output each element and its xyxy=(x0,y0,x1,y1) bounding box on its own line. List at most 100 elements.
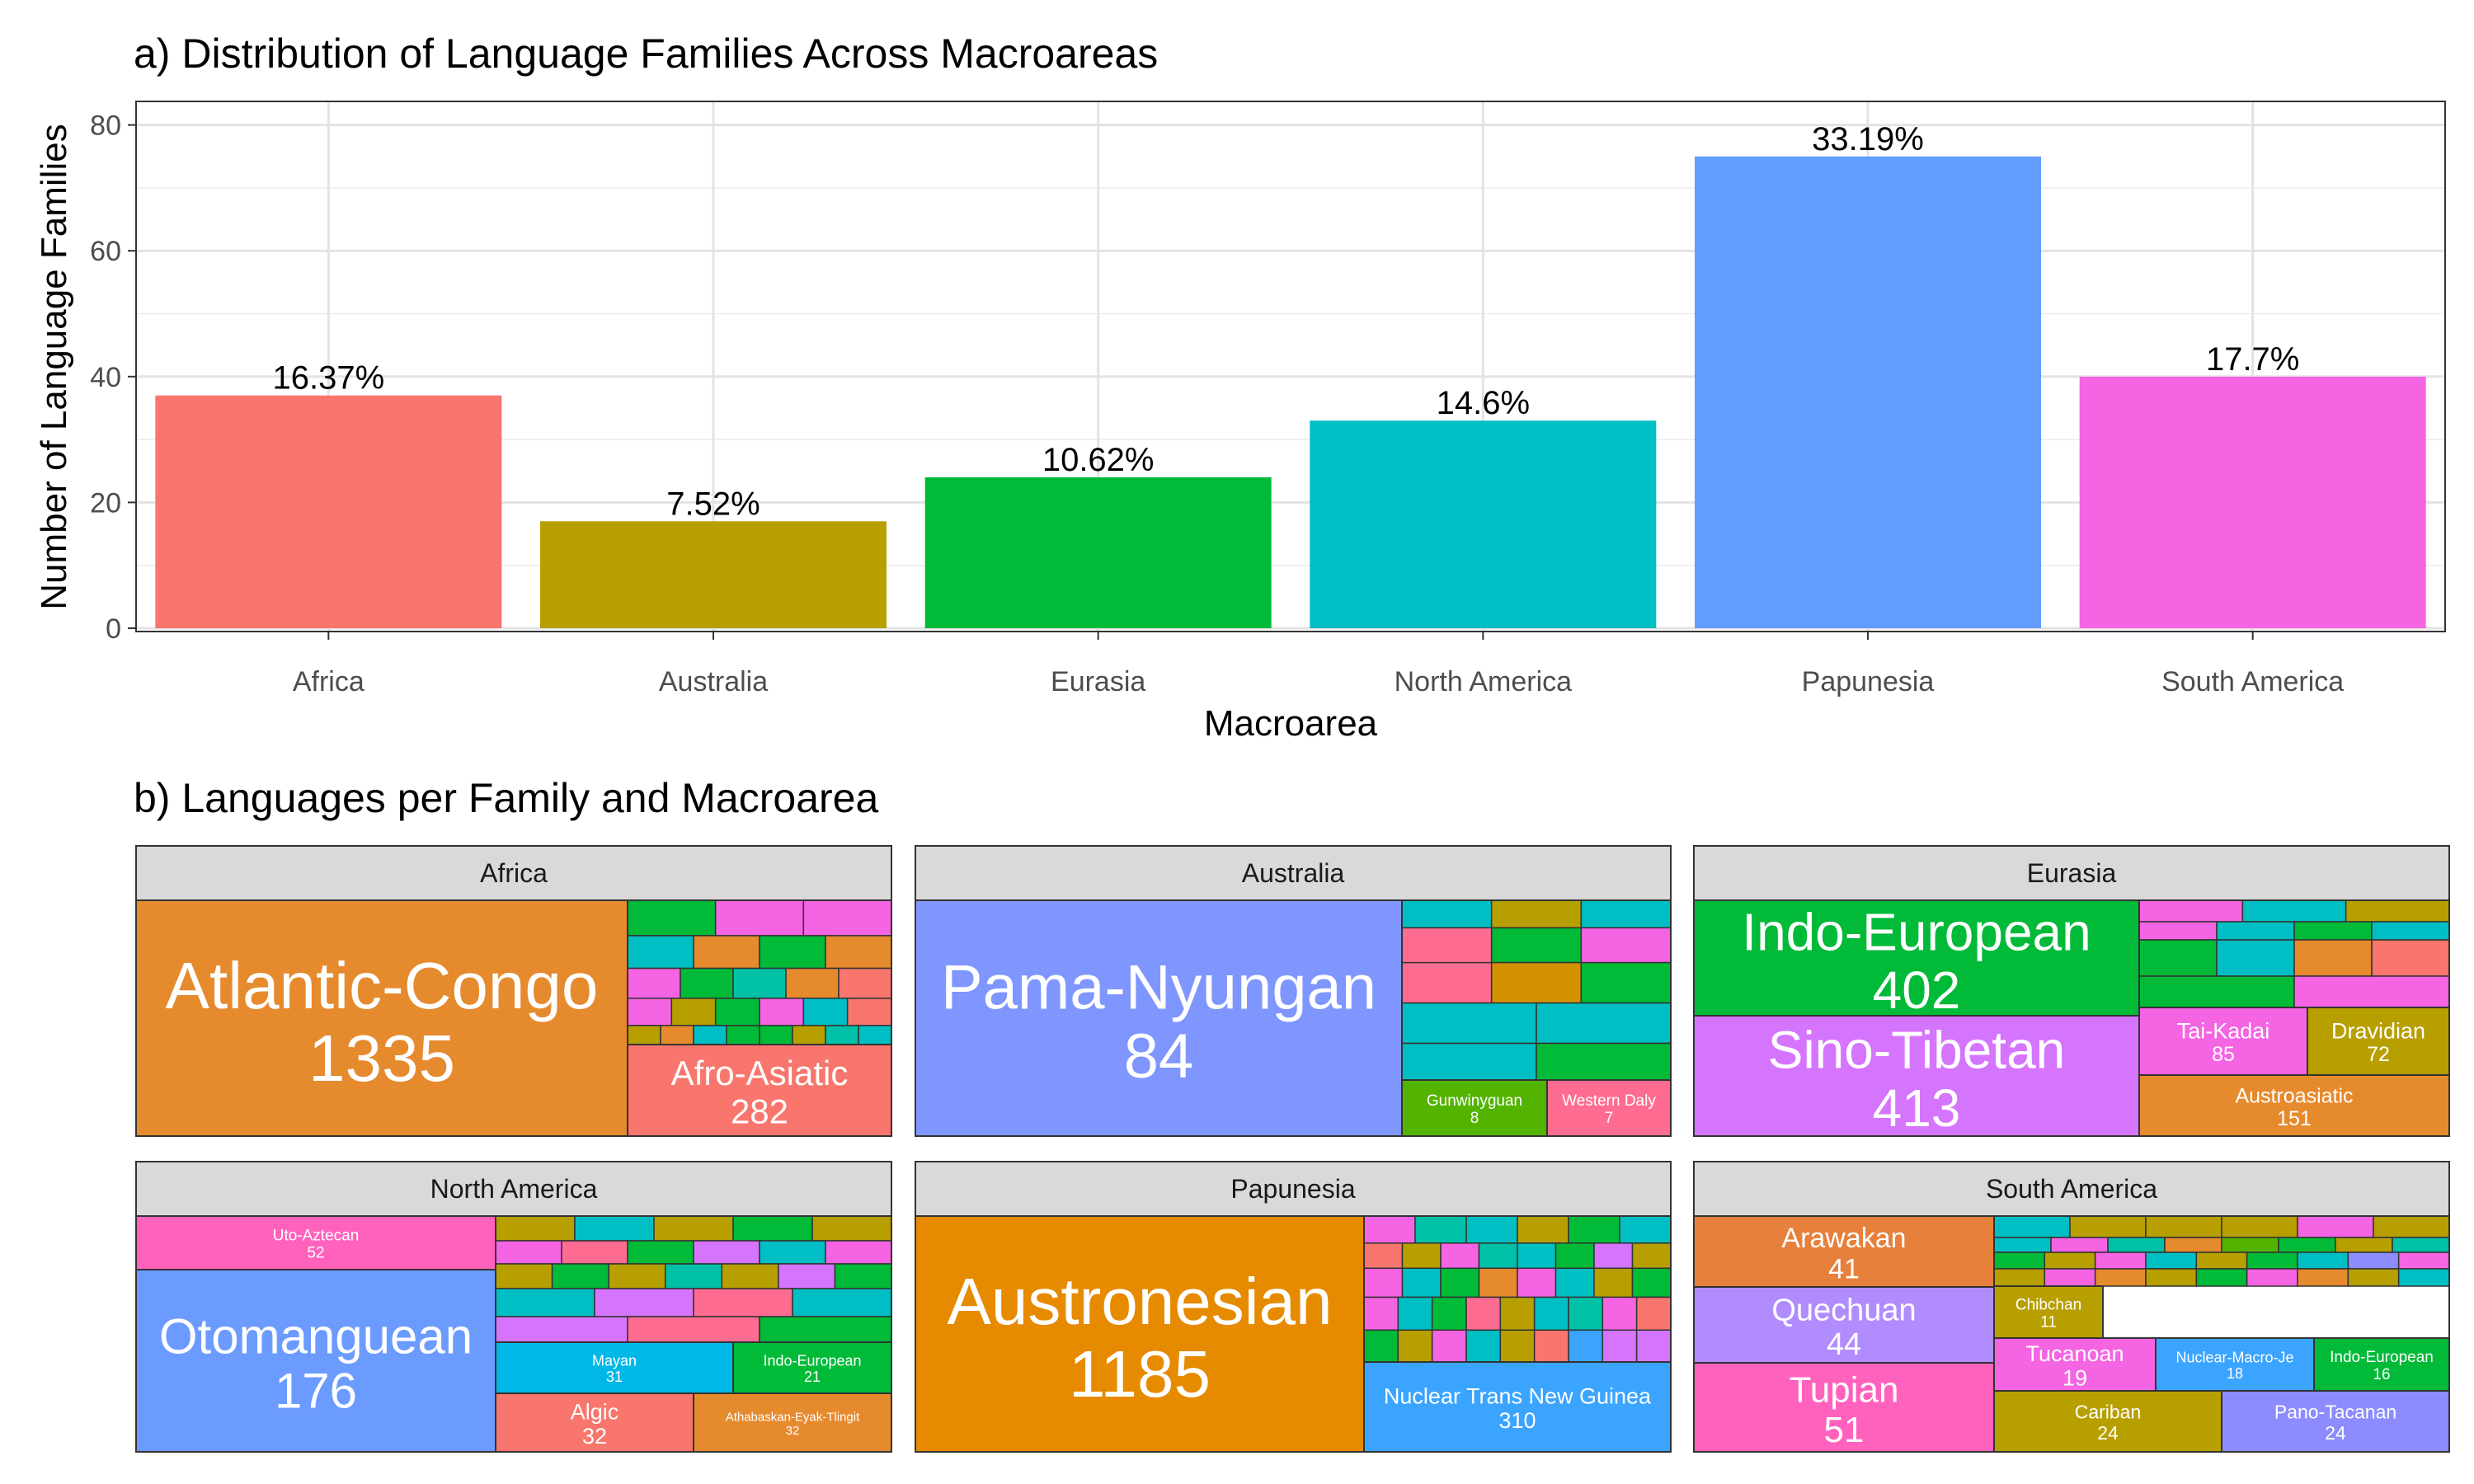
tile-label-quechuan: Quechuan xyxy=(1771,1293,1916,1327)
panel-strip-label: South America xyxy=(1986,1174,2157,1204)
small-family-tile xyxy=(2107,1237,2166,1253)
small-family-tile xyxy=(1401,1042,1537,1081)
tile-label-chibchan: Chibchan xyxy=(2015,1297,2081,1314)
tile-value-quechuan: 44 xyxy=(1827,1327,1861,1362)
small-family-tile xyxy=(1401,961,1493,1004)
small-family-tile xyxy=(759,998,805,1026)
x-tick-label-north-america: North America xyxy=(1395,666,1572,697)
small-family-tile xyxy=(759,1025,793,1045)
tile-austronesian xyxy=(915,1215,1365,1453)
small-family-tile xyxy=(1602,1296,1638,1331)
small-family-tile xyxy=(721,1263,779,1289)
panel-strip xyxy=(915,1161,1672,1217)
tile-afro-asiatic xyxy=(627,1044,892,1137)
small-family-tile xyxy=(1499,1329,1536,1363)
small-family-tile xyxy=(551,1263,609,1289)
small-family-tile xyxy=(732,1215,813,1242)
small-family-tile xyxy=(1401,1267,1442,1298)
small-family-tile xyxy=(2221,1237,2279,1253)
small-family-tile xyxy=(811,1215,892,1242)
tile-pama-nyungan xyxy=(915,899,1403,1137)
small-family-tile xyxy=(2278,1237,2336,1253)
panel-border xyxy=(915,1215,1672,1453)
tile-value-afro-asiatic: 282 xyxy=(731,1092,788,1130)
small-family-tile xyxy=(1568,1215,1620,1244)
x-tick-label-eurasia: Eurasia xyxy=(1051,666,1145,697)
tile-value-sino-tibetan: 413 xyxy=(1873,1078,1961,1138)
bar-value-labels: 16.37% 7.52% 10.62% 14.6% 33.19% 17.7% xyxy=(272,121,2299,523)
small-family-tile xyxy=(1517,1215,1569,1244)
small-family-tile xyxy=(2371,939,2450,977)
small-family-tile xyxy=(2094,1252,2147,1270)
small-family-tile xyxy=(1440,1242,1480,1270)
tile-value-austroasiatic: 151 xyxy=(2277,1107,2312,1130)
small-family-tile xyxy=(1593,1267,1634,1298)
panel-strip xyxy=(1693,845,2450,901)
panel-border xyxy=(1693,899,2450,1137)
tile-value-tupian: 51 xyxy=(1824,1410,1865,1450)
small-family-tile xyxy=(802,899,892,937)
small-family-tile xyxy=(1401,1242,1442,1270)
tile-tucanoan xyxy=(1993,1337,2157,1392)
small-family-tile xyxy=(825,1025,859,1045)
panel-strip xyxy=(915,845,1672,901)
small-family-tile xyxy=(1499,1296,1536,1331)
tile-label-uto-aztecan: Uto-Aztecan xyxy=(273,1228,360,1245)
small-family-tile xyxy=(1619,1215,1672,1244)
small-family-tile xyxy=(1533,1329,1569,1363)
y-axis-title: Number of Language Families xyxy=(34,124,74,609)
tile-austroasiatic xyxy=(2138,1074,2450,1137)
tile-value-cariban: 24 xyxy=(2097,1422,2119,1444)
tile-value-nuclear-trans-new-guinea: 310 xyxy=(1498,1408,1536,1433)
small-family-tile xyxy=(1554,1267,1595,1298)
panel-strip-label: Australia xyxy=(1242,858,1345,888)
small-family-tile xyxy=(1568,1329,1604,1363)
small-family-tile xyxy=(1536,1002,1672,1045)
small-family-tile xyxy=(825,1240,892,1265)
tile-value-otomanguean: 176 xyxy=(275,1364,357,1419)
small-family-tile xyxy=(693,1288,793,1317)
bar-label-eurasia: 10.62% xyxy=(1042,442,1155,478)
tile-algic xyxy=(495,1392,694,1453)
small-family-tile xyxy=(1401,927,1493,964)
small-family-tile xyxy=(2138,975,2295,1008)
tile-label-tai-kadai: Tai-Kadai xyxy=(2177,1018,2270,1043)
small-family-tile xyxy=(1602,1329,1638,1363)
small-family-tile xyxy=(1490,899,1583,929)
small-family-tile xyxy=(495,1316,628,1343)
small-family-tile xyxy=(2044,1252,2096,1270)
small-family-tile xyxy=(2216,921,2295,941)
small-family-tile xyxy=(1363,1267,1404,1298)
small-family-tile xyxy=(2145,1215,2222,1238)
small-family-tile xyxy=(653,1215,734,1242)
bar-eurasia xyxy=(924,477,1272,628)
small-family-tile xyxy=(627,998,673,1026)
tile-label-indo-european: Indo-European xyxy=(2330,1349,2434,1366)
small-family-tile xyxy=(834,1263,892,1289)
y-tick-label: 60 xyxy=(90,236,121,267)
small-family-tile xyxy=(714,998,760,1026)
small-family-tile xyxy=(1631,1242,1672,1270)
bars xyxy=(155,156,2426,628)
tile-uto-aztecan xyxy=(135,1215,496,1270)
tile-label-indo-european: Indo-European xyxy=(763,1352,861,1369)
small-family-tile xyxy=(802,998,849,1026)
bar-plot-border xyxy=(135,101,2446,632)
tile-value-uto-aztecan: 52 xyxy=(307,1245,324,1262)
tile-label-sino-tibetan: Sino-Tibetan xyxy=(1768,1020,2066,1079)
small-family-tile xyxy=(1401,899,1493,929)
panel-strip xyxy=(135,1161,892,1217)
small-family-tile xyxy=(759,935,826,970)
small-family-tile xyxy=(846,998,892,1026)
small-family-tile xyxy=(1635,1329,1672,1363)
tile-value-pama-nyungan: 84 xyxy=(1124,1021,1194,1092)
panel-strip-label: Eurasia xyxy=(2027,858,2117,888)
small-family-tile xyxy=(495,1288,595,1317)
small-family-tile xyxy=(627,1240,694,1265)
small-family-tile xyxy=(1363,1329,1399,1363)
small-family-tile xyxy=(1465,1296,1502,1331)
bar-label-papunesia: 33.19% xyxy=(1812,121,1924,157)
